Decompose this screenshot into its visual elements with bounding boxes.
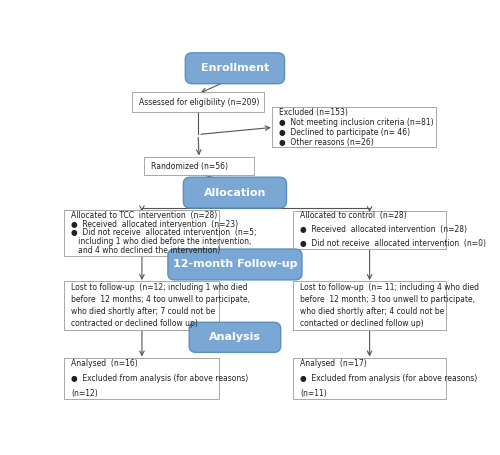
Text: Analysis: Analysis bbox=[209, 332, 261, 342]
FancyBboxPatch shape bbox=[64, 281, 220, 329]
Text: ●  Excluded from analysis (for above reasons): ● Excluded from analysis (for above reas… bbox=[300, 374, 478, 383]
Text: ●  Received  allocated intervention  (n=28): ● Received allocated intervention (n=28) bbox=[300, 225, 467, 234]
Text: contacted or declined follow up): contacted or declined follow up) bbox=[300, 319, 424, 328]
FancyBboxPatch shape bbox=[272, 107, 436, 147]
Text: Lost to follow-up  (n= 11; including 4 who died: Lost to follow-up (n= 11; including 4 wh… bbox=[300, 283, 479, 292]
Text: before  12 month; 3 too unwell to participate,: before 12 month; 3 too unwell to partici… bbox=[300, 295, 475, 304]
Text: who died shortly after; 4 could not be: who died shortly after; 4 could not be bbox=[300, 307, 444, 316]
Text: Randomized (n=56): Randomized (n=56) bbox=[151, 162, 228, 171]
Text: 12-month Follow-up: 12-month Follow-up bbox=[172, 259, 297, 269]
FancyBboxPatch shape bbox=[144, 157, 254, 176]
Text: Allocation: Allocation bbox=[204, 187, 266, 197]
Text: Assessed for eligibility (n=209): Assessed for eligibility (n=209) bbox=[139, 98, 260, 107]
Text: ●  Declined to participate (n= 46): ● Declined to participate (n= 46) bbox=[278, 128, 410, 136]
Text: Allocated to control  (n=28): Allocated to control (n=28) bbox=[300, 211, 406, 220]
Text: ●  Excluded from analysis (for above reasons): ● Excluded from analysis (for above reas… bbox=[72, 374, 248, 383]
FancyBboxPatch shape bbox=[64, 358, 220, 399]
FancyBboxPatch shape bbox=[293, 281, 446, 329]
FancyBboxPatch shape bbox=[168, 249, 302, 280]
Text: contracted or declined follow up): contracted or declined follow up) bbox=[72, 319, 198, 328]
FancyBboxPatch shape bbox=[189, 322, 280, 352]
Text: before  12 months; 4 too unwell to participate,: before 12 months; 4 too unwell to partic… bbox=[72, 295, 250, 304]
FancyBboxPatch shape bbox=[64, 210, 220, 256]
Text: ●  Not meeting inclusion criteria (n=81): ● Not meeting inclusion criteria (n=81) bbox=[278, 118, 434, 127]
Text: Analysed  (n=17): Analysed (n=17) bbox=[300, 359, 367, 368]
Text: including 1 who died before the intervention,: including 1 who died before the interven… bbox=[72, 237, 252, 246]
Text: ●  Received  allocated intervention  (n=23): ● Received allocated intervention (n=23) bbox=[72, 220, 238, 229]
Text: ●  Other reasons (n=26): ● Other reasons (n=26) bbox=[278, 137, 374, 147]
FancyBboxPatch shape bbox=[184, 177, 286, 208]
Text: ●  Did not receive  allocated intervention  (n=5;: ● Did not receive allocated intervention… bbox=[72, 228, 257, 238]
FancyBboxPatch shape bbox=[293, 211, 446, 249]
Text: Lost to follow-up  (n=12; including 1 who died: Lost to follow-up (n=12; including 1 who… bbox=[72, 283, 248, 292]
FancyBboxPatch shape bbox=[186, 53, 284, 84]
Text: who died shortly after; 7 could not be: who died shortly after; 7 could not be bbox=[72, 307, 216, 316]
Text: Enrollment: Enrollment bbox=[201, 63, 269, 73]
FancyBboxPatch shape bbox=[293, 358, 446, 399]
Text: Analysed  (n=16): Analysed (n=16) bbox=[72, 359, 138, 368]
Text: (n=11): (n=11) bbox=[300, 389, 327, 398]
Text: Excluded (n=153): Excluded (n=153) bbox=[278, 108, 347, 117]
FancyBboxPatch shape bbox=[132, 92, 264, 112]
Text: Allocated to TCC  intervention  (n=28): Allocated to TCC intervention (n=28) bbox=[72, 211, 218, 220]
Text: ●  Did not receive  allocated intervention  (n=0): ● Did not receive allocated intervention… bbox=[300, 239, 486, 248]
Text: (n=12): (n=12) bbox=[72, 389, 98, 398]
Text: and 4 who declined the intervention): and 4 who declined the intervention) bbox=[72, 246, 221, 254]
